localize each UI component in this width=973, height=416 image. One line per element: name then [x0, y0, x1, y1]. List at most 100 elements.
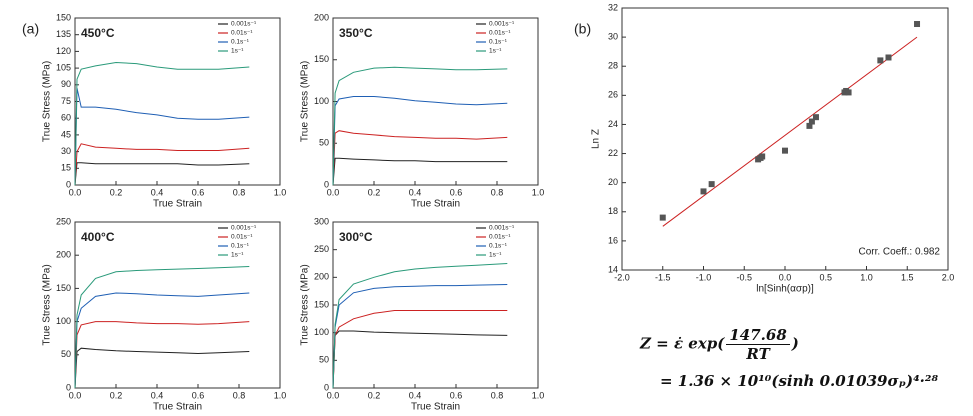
legend-label: 1s⁻¹	[489, 48, 502, 55]
x-tick-label: 0.8	[233, 390, 246, 400]
x-tick-label: 1.0	[274, 390, 287, 400]
x-tick-label: 1.5	[901, 272, 914, 282]
scatter-point	[845, 89, 852, 96]
y-tick-label: 22	[608, 148, 618, 158]
plot-frame	[621, 7, 949, 271]
y-tick-label: 150	[56, 283, 71, 293]
equation: Z = ε̇ exp(147.68 RT)	[640, 326, 799, 363]
y-tick-label: 135	[56, 29, 71, 39]
scatter-point	[812, 114, 819, 121]
x-tick-label: 0.6	[192, 187, 205, 197]
y-tick-label: 250	[56, 216, 71, 226]
legend-label: 0.01s⁻¹	[489, 30, 511, 37]
series-line	[74, 162, 250, 186]
x-tick-label: -2.0	[614, 272, 630, 282]
x-tick-label: 0.5	[819, 272, 832, 282]
legend-label: 0.1s⁻¹	[231, 39, 250, 46]
y-tick-label: 200	[314, 272, 329, 282]
x-tick-label: 0.2	[368, 390, 381, 400]
series-line	[332, 263, 508, 389]
scatter-point	[700, 188, 707, 195]
legend-label: 0.001s⁻¹	[489, 21, 515, 28]
y-tick-label: 150	[314, 54, 329, 64]
x-tick-label: 2.0	[942, 272, 955, 282]
y-tick-label: 24	[608, 119, 618, 129]
x-tick-label: -1.0	[696, 272, 712, 282]
x-tick-label: 0.0	[69, 390, 82, 400]
legend-label: 0.01s⁻¹	[231, 30, 253, 37]
x-tick-label: 0.2	[368, 187, 381, 197]
y-tick-label: 200	[56, 250, 71, 260]
y-tick-label: 50	[61, 349, 71, 359]
y-axis-label: True Stress (MPa)	[300, 264, 311, 345]
y-tick-label: 30	[608, 31, 618, 41]
series-line	[332, 284, 508, 389]
x-axis-label: True Strain	[411, 402, 460, 413]
y-tick-label: 0	[66, 382, 71, 392]
legend-label: 1s⁻¹	[231, 48, 244, 55]
x-tick-label: 0.8	[233, 187, 246, 197]
legend-label: 0.1s⁻¹	[489, 39, 508, 46]
y-tick-label: 105	[56, 62, 71, 72]
x-tick-label: 1.0	[274, 187, 287, 197]
x-tick-label: 0.8	[491, 390, 504, 400]
series-line	[74, 266, 250, 389]
series-line	[74, 61, 250, 186]
y-tick-label: 26	[608, 90, 618, 100]
x-tick-label: 0.6	[450, 187, 463, 197]
y-tick-label: 250	[314, 244, 329, 254]
legend-label: 0.1s⁻¹	[489, 243, 508, 250]
series-line	[74, 87, 250, 186]
x-axis-label: ln[Sinh(ασp)]	[756, 284, 814, 295]
equation-line: = 1.36 × 10¹⁰(sinh 0.01039σₚ)⁴·²⁸	[660, 372, 939, 390]
series-line	[332, 96, 508, 186]
x-tick-label: 0.6	[192, 390, 205, 400]
scatter-point	[877, 57, 884, 64]
y-tick-label: 100	[314, 96, 329, 106]
x-tick-label: 0.4	[409, 187, 422, 197]
y-tick-label: 32	[608, 2, 618, 12]
series-line	[74, 347, 250, 389]
x-tick-label: 1.0	[532, 390, 545, 400]
y-tick-label: 100	[314, 327, 329, 337]
series-line	[332, 157, 508, 186]
scatter-point	[808, 118, 815, 125]
x-tick-label: 0.8	[491, 187, 504, 197]
chart-title: 400°C	[81, 230, 115, 244]
y-axis-label: True Stress (MPa)	[42, 264, 53, 345]
chart-title: 450°C	[81, 26, 115, 40]
fraction: 147.68 RT	[726, 326, 790, 363]
equation-denominator: RT	[746, 345, 770, 363]
equation-text: )	[791, 334, 799, 353]
scatter-point	[885, 54, 892, 61]
scatter-point	[759, 153, 766, 160]
x-axis-label: True Strain	[153, 402, 202, 413]
plot-frame	[74, 17, 281, 186]
scatter-point	[659, 214, 666, 221]
y-tick-label: 150	[314, 299, 329, 309]
y-axis-label: True Stress (MPa)	[300, 61, 311, 142]
x-tick-label: 1.0	[860, 272, 873, 282]
y-axis-label: Ln Z	[591, 129, 602, 149]
x-tick-label: 0.4	[151, 390, 164, 400]
series-line	[74, 321, 250, 389]
x-tick-label: 0.0	[327, 390, 340, 400]
y-tick-label: 28	[608, 61, 618, 71]
x-tick-label: 0.2	[110, 187, 123, 197]
y-tick-label: 120	[56, 46, 71, 56]
equation-numerator: 147.68	[726, 326, 790, 345]
x-tick-label: 1.0	[532, 187, 545, 197]
scatter-point	[708, 181, 715, 188]
panel-label: (a)	[22, 21, 39, 37]
x-tick-label: 0.6	[450, 390, 463, 400]
legend-label: 0.01s⁻¹	[231, 234, 253, 241]
plot-frame	[332, 221, 539, 389]
y-tick-label: 30	[61, 146, 71, 156]
x-tick-label: 0.0	[779, 272, 792, 282]
y-tick-label: 100	[56, 316, 71, 326]
scatter-point	[806, 122, 813, 129]
scatter-point	[782, 147, 788, 154]
x-tick-label: -0.5	[736, 272, 752, 282]
